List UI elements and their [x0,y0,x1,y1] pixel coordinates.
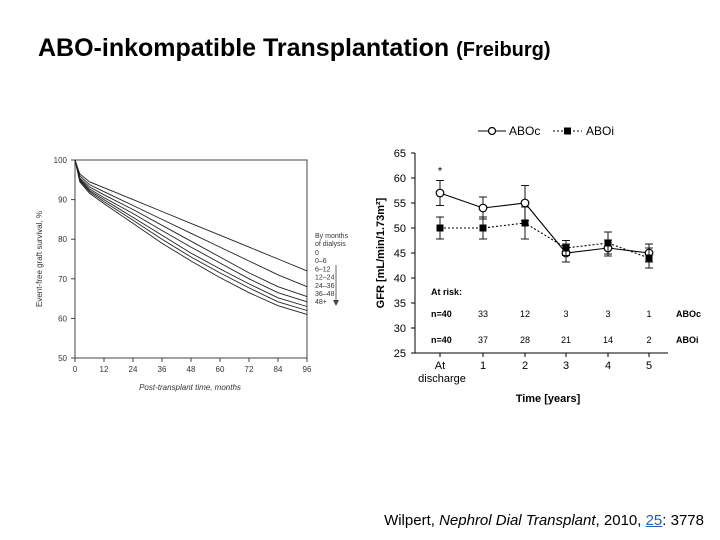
gfr-point-aboi [645,254,653,262]
survival-y-axis-title: Event-free graft survival, % [35,211,44,307]
gfr-y-axis-title: GFR [mL/min/1.73m²] [375,197,387,308]
survival-legend-title: By months [315,233,349,240]
gfr-point-aboi [479,224,487,232]
gfr-at-risk-count: 12 [520,309,530,319]
survival-legend-entry: 48+ [315,299,327,306]
gfr-y-tick-label: 30 [394,323,406,335]
survival-x-tick-label: 96 [303,365,312,374]
gfr-point-aboi [604,239,612,247]
survival-series-line [74,159,308,303]
survival-legend-entry: 0 [315,250,319,257]
gfr-legend-label-aboi: ABOi [586,124,614,138]
gfr-x-tick-label: discharge [418,373,466,385]
survival-x-tick-label: 84 [274,365,283,374]
citation-year: , 2010, [595,512,642,529]
survival-series-line [74,159,308,315]
citation-authors: Wilpert, [384,512,435,529]
gfr-y-tick-label: 50 [394,223,406,235]
survival-x-tick-label: 60 [216,365,225,374]
gfr-point-aboi [521,219,529,227]
survival-series-line [74,159,308,298]
gfr-point-aboi [562,244,570,252]
gfr-series-line [439,192,650,254]
gfr-x-tick-label: 4 [605,360,611,372]
survival-x-tick-label: 72 [245,365,254,374]
survival-y-tick-label: 90 [58,196,67,205]
survival-x-tick-label: 24 [129,365,138,374]
gfr-at-risk-label: At risk: [431,287,462,297]
survival-y-tick-label: 50 [58,354,67,363]
gfr-x-tick-label: At [435,360,445,372]
gfr-x-tick-label: 5 [646,360,652,372]
citation-journal: Nephrol Dial Transplant [439,512,596,529]
survival-series-line [74,159,308,272]
gfr-at-risk-count: 33 [478,309,488,319]
survival-series-line [74,159,308,307]
gfr-legend-marker-aboi [564,127,571,135]
gfr-at-risk-count: 37 [478,335,488,345]
gfr-series-line [440,222,650,259]
survival-legend-arrowhead [333,300,339,306]
gfr-x-tick-label: 3 [563,360,569,372]
gfr-x-tick-label: 2 [522,360,528,372]
gfr-point-aboc [478,203,488,213]
survival-y-tick-label: 100 [54,156,68,165]
gfr-at-risk-n: n=40 [431,335,452,345]
gfr-point-aboc [520,198,530,208]
survival-chart: 50 60 70 80 90 100 0 12 24 36 48 60 72 84 96 Post-trans… [35,156,349,392]
citation-pages: : 3778 [662,512,704,529]
survival-legend-title: of dialysis [315,241,346,248]
gfr-at-risk-group: ABOc [676,309,701,319]
gfr-point-aboi [436,224,444,232]
survival-series-line [74,159,308,288]
gfr-at-risk-count: 21 [561,335,571,345]
title-sub: (Freiburg) [456,39,551,61]
survival-x-axis-title: Post-transplant time, months [139,383,241,392]
survival-y-tick-label: 60 [58,314,67,323]
gfr-x-tick-label: 1 [480,360,486,372]
survival-x-tick-label: 12 [100,365,109,374]
survival-x-tick-label: 36 [158,365,167,374]
survival-legend-entry: 36–48 [315,291,335,298]
gfr-at-risk-count: 2 [646,335,651,345]
gfr-at-risk-n: n=40 [431,309,452,319]
gfr-legend-marker-aboc [487,126,497,136]
gfr-y-tick-label: 55 [394,198,406,210]
gfr-y-tick-label: 65 [394,148,406,160]
survival-x-tick-label: 48 [187,365,196,374]
gfr-legend-label-aboc: ABOc [509,124,540,138]
gfr-at-risk-count: 3 [605,309,610,319]
survival-y-tick-label: 70 [58,275,67,284]
citation: Wilpert, Nephrol Dial Transplant, 2010, … [384,512,704,529]
title-main: ABO-inkompatible Transplantation [38,34,450,62]
survival-y-tick-label: 80 [58,235,67,244]
slide-title: ABO-inkompatible Transplantation (Freibu… [38,34,551,63]
survival-legend-entry: 12–24 [315,275,335,282]
citation-volume-link[interactable]: 25 [645,512,663,529]
survival-legend-entry: 6–12 [315,266,331,273]
survival-series-line [74,159,308,311]
survival-legend-entry: 0–6 [315,258,327,265]
gfr-y-tick-label: 60 [394,173,406,185]
survival-legend-entry: 24–36 [315,283,335,290]
gfr-at-risk-count: 3 [563,309,568,319]
gfr-point-aboc [435,188,445,198]
gfr-at-risk-count: 1 [646,309,651,319]
gfr-x-axis-title: Time [years] [516,393,581,405]
gfr-at-risk-count: 14 [603,335,613,345]
survival-x-tick-label: 0 [73,365,78,374]
gfr-significance-asterisk: * [438,166,443,178]
gfr-at-risk-group: ABOi [676,335,699,345]
gfr-y-tick-label: 45 [394,248,406,260]
gfr-at-risk-count: 28 [520,335,530,345]
gfr-y-tick-label: 25 [394,348,406,360]
gfr-y-tick-label: 35 [394,298,406,310]
gfr-y-tick-label: 40 [394,273,406,285]
